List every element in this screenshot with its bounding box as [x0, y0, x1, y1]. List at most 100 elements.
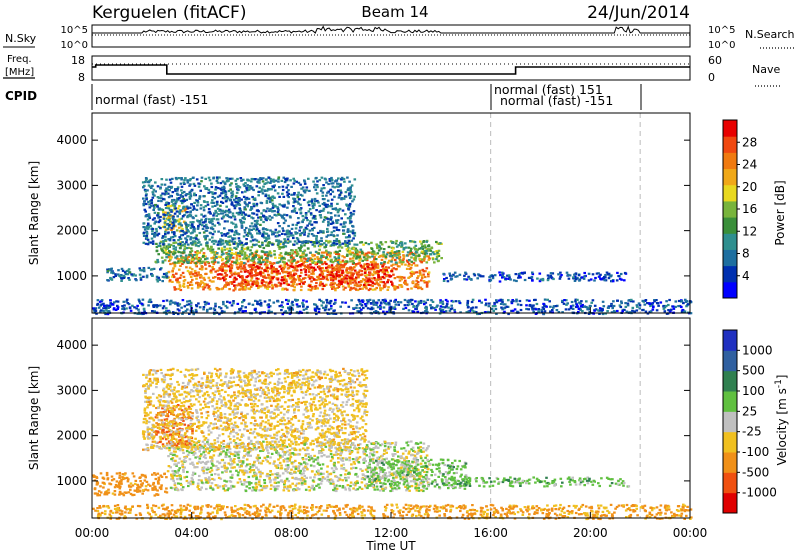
data-cell [223, 279, 226, 282]
data-cell [180, 306, 183, 309]
data-cell [255, 213, 259, 216]
data-cell [273, 231, 276, 234]
data-cell [515, 300, 518, 303]
data-cell [238, 288, 241, 291]
data-cell [348, 196, 352, 200]
data-cell [256, 209, 260, 212]
data-cell [285, 298, 288, 302]
data-cell [372, 303, 376, 306]
data-cell [245, 187, 248, 190]
data-cell [212, 280, 215, 283]
data-cell [286, 200, 290, 203]
data-cell [420, 274, 424, 277]
data-cell [246, 260, 250, 263]
data-cell [638, 304, 642, 307]
data-cell [194, 243, 198, 246]
data-cell [421, 247, 425, 250]
data-cell [399, 301, 403, 304]
data-cell [335, 239, 338, 242]
data-cell [248, 253, 252, 256]
data-cell [572, 276, 575, 279]
data-cell [235, 197, 238, 200]
data-cell [399, 276, 402, 279]
noise-left-tick-top: 10^5 [61, 25, 88, 36]
data-cell [199, 189, 202, 192]
data-cell [359, 264, 363, 267]
data-cell [226, 214, 230, 218]
data-cell [250, 236, 254, 239]
data-cell [272, 270, 276, 273]
data-cell [579, 302, 582, 305]
data-cell [198, 251, 202, 254]
data-cell [299, 207, 303, 210]
data-cell [489, 274, 493, 277]
noise-right-tick-top: 10^5 [708, 25, 735, 36]
data-cell [276, 192, 280, 195]
data-cell [200, 218, 203, 221]
data-cell [330, 264, 334, 267]
data-cell [387, 302, 391, 305]
data-cell [312, 226, 316, 229]
data-cell [114, 274, 118, 277]
data-cell [147, 226, 151, 229]
data-cell [301, 301, 304, 305]
data-cell [383, 262, 386, 265]
data-cell [171, 221, 175, 224]
data-cell [334, 298, 337, 302]
data-cell [283, 261, 286, 264]
data-cell [170, 210, 173, 213]
data-cell [170, 227, 174, 230]
data-cell [379, 276, 383, 279]
data-cell [208, 210, 212, 213]
data-cell [260, 282, 264, 285]
data-cell [198, 259, 201, 262]
data-cell [349, 230, 352, 233]
data-cell [331, 190, 335, 193]
data-cell [322, 251, 326, 254]
data-cell [336, 202, 339, 205]
data-cell [419, 462, 423, 465]
data-cell [181, 207, 185, 210]
data-cell [394, 261, 398, 264]
data-cell [388, 259, 391, 262]
data-cell [249, 232, 252, 235]
data-cell [295, 303, 299, 306]
data-cell [145, 230, 149, 233]
data-cell [211, 236, 214, 239]
data-cell [361, 301, 364, 304]
data-cell [137, 298, 141, 301]
data-cell [250, 252, 254, 255]
data-cell [302, 218, 305, 221]
data-cell [390, 268, 394, 271]
data-cell [286, 238, 290, 241]
data-cell [506, 274, 509, 277]
data-cell [181, 195, 184, 198]
data-cell [424, 249, 428, 253]
data-cell [161, 280, 164, 283]
data-cell [177, 281, 181, 284]
data-cell [348, 459, 351, 462]
data-cell [185, 266, 188, 269]
data-cell [354, 466, 358, 470]
data-cell [318, 273, 322, 276]
data-cell [347, 187, 350, 190]
data-cell [364, 303, 367, 306]
data-cell [435, 256, 439, 259]
data-cell [397, 257, 401, 260]
data-cell [165, 192, 169, 195]
data-cell [168, 245, 171, 248]
data-cell [273, 213, 277, 216]
data-cell [336, 211, 340, 214]
data-cell [220, 249, 224, 252]
data-cell [157, 225, 161, 228]
data-cell [343, 221, 346, 224]
data-cell [169, 303, 172, 306]
data-cell [177, 220, 181, 223]
data-cell [164, 220, 167, 223]
data-cell [385, 253, 389, 256]
data-cell [350, 271, 353, 274]
data-cell [257, 285, 261, 288]
data-cell [330, 231, 334, 234]
data-cell [215, 176, 219, 179]
data-cell [223, 220, 227, 223]
